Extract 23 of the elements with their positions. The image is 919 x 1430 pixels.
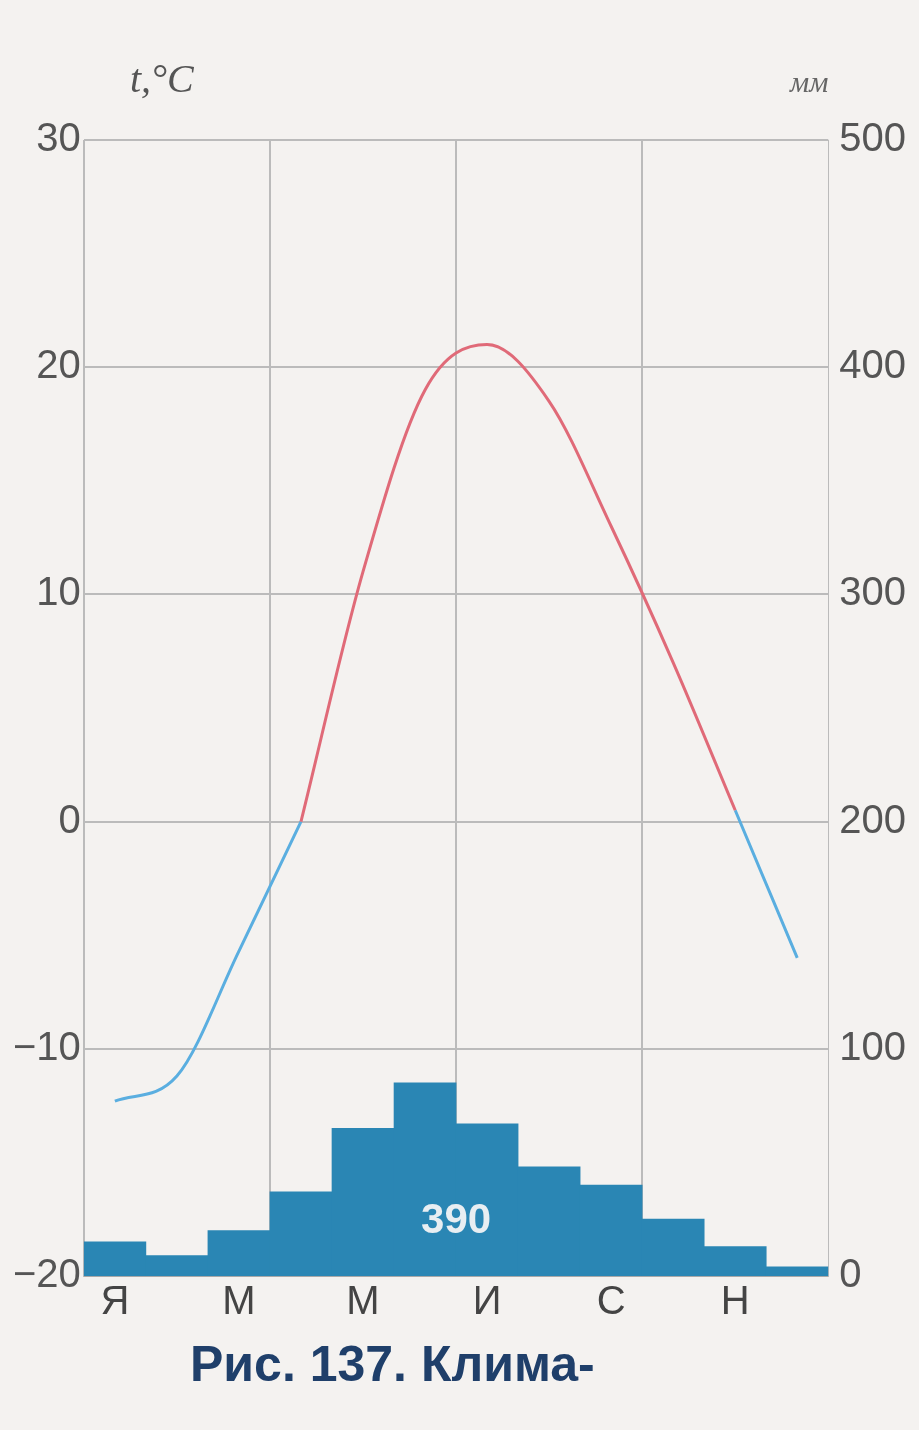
x-tick-label: И <box>472 1278 502 1323</box>
y-tick-label: 30 <box>36 115 81 160</box>
y-tick-label: 0 <box>58 796 81 841</box>
y-tick-label: −20 <box>12 1251 81 1296</box>
x-tick-label: М <box>222 1278 256 1323</box>
x-tick-label: Н <box>720 1278 750 1323</box>
y-tick-label: −10 <box>12 1023 81 1068</box>
y2-tick-label: 500 <box>839 115 907 160</box>
y2-tick-label: 400 <box>839 342 907 387</box>
y-tick-label: 10 <box>36 569 81 614</box>
y-axis-title: t,°C <box>130 55 194 102</box>
x-tick-label: Я <box>100 1278 130 1323</box>
x-tick-label: С <box>596 1278 626 1323</box>
x-tick-label: М <box>346 1278 380 1323</box>
line-series <box>299 342 737 824</box>
y2-tick-label: 0 <box>839 1251 862 1296</box>
y-tick-label: 20 <box>36 342 81 387</box>
y2-tick-label: 100 <box>839 1023 907 1068</box>
text: Рис. 137. Клима- <box>190 1335 595 1393</box>
y2-axis-title: мм <box>790 65 829 99</box>
y2-tick-label: 200 <box>839 796 907 841</box>
y2-tick-label: 300 <box>839 569 907 614</box>
annotation: 390 <box>421 1194 492 1242</box>
